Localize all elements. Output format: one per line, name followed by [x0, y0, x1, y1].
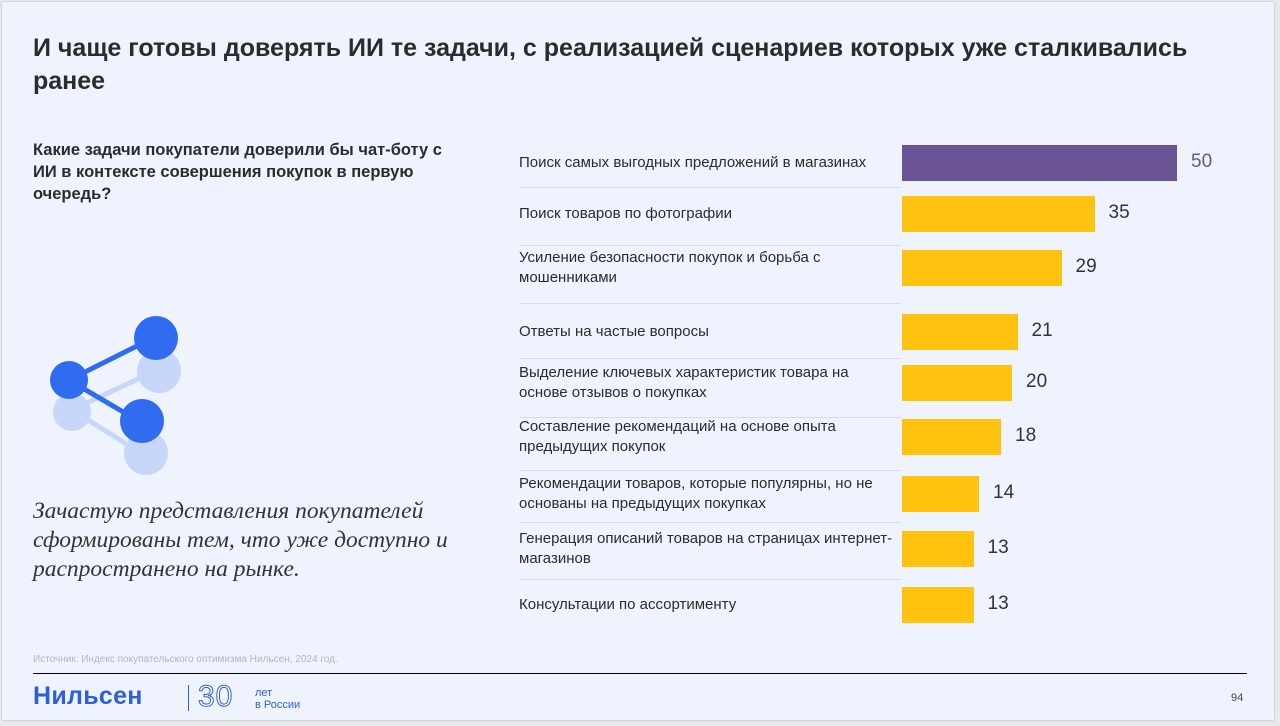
row-separator — [519, 303, 901, 304]
bar — [902, 314, 1018, 350]
page-number: 94 — [1231, 692, 1244, 704]
category-label: Усиление безопасности покупок и борьба с… — [519, 249, 821, 286]
bar-value-label: 50 — [1191, 151, 1213, 172]
bar-value-label: 35 — [1108, 202, 1130, 223]
bar — [902, 145, 1177, 181]
row-separator — [519, 358, 901, 359]
row-separator — [519, 522, 901, 523]
bar-chart: Поиск самых выгодных предложений в магаз… — [519, 132, 1239, 632]
row-separator — [519, 417, 901, 418]
share-network-icon — [50, 316, 181, 475]
anniversary-text: лет в России — [255, 687, 300, 711]
bar-value-label: 14 — [993, 482, 1015, 503]
category-label: Генерация описаний товаров на страницах … — [519, 530, 893, 567]
category-label: Консультации по ассортименту — [519, 596, 737, 613]
bar — [902, 587, 974, 623]
category-label: Поиск товаров по фотографии — [519, 205, 733, 222]
row-separator — [519, 579, 901, 580]
question-text: Какие задачи покупатели доверили бы чат-… — [33, 141, 442, 203]
bar-value-label: 20 — [1026, 371, 1048, 392]
bar — [902, 531, 974, 567]
anniversary-line1: лет — [255, 687, 273, 699]
bar — [902, 476, 979, 512]
bar-value-label: 13 — [987, 593, 1009, 614]
category-label: Поиск самых выгодных предложений в магаз… — [519, 154, 867, 171]
row-separator — [519, 187, 901, 188]
anniversary-number: 30 — [197, 680, 234, 714]
bar-value-label: 18 — [1015, 425, 1037, 446]
category-label: Составление рекомендаций на основе опыта… — [519, 418, 836, 455]
category-label: Выделение ключевых характеристик товара … — [519, 364, 849, 401]
footer-divider — [33, 673, 1247, 674]
bar — [902, 196, 1095, 232]
bar-value-label: 21 — [1031, 320, 1053, 341]
logo-separator — [188, 685, 189, 711]
bar — [902, 419, 1001, 455]
category-label: Ответы на частые вопросы — [519, 323, 709, 340]
bar — [902, 250, 1062, 286]
source-note: Источник: Индекс покупательского оптимиз… — [33, 654, 338, 665]
row-separator — [519, 470, 901, 471]
nielsen-logo: Нильсен — [33, 682, 143, 710]
quote-text: Зачастую представления покупателей сформ… — [33, 498, 448, 582]
page-title: И чаще готовы доверять ИИ те задачи, с р… — [33, 34, 1188, 95]
row-separator — [519, 245, 901, 246]
bar-value-label: 29 — [1075, 256, 1097, 277]
bar — [902, 365, 1012, 401]
anniversary-line2: в России — [255, 699, 301, 711]
category-label: Рекомендации товаров, которые популярны,… — [519, 475, 873, 512]
bar-value-label: 13 — [987, 537, 1009, 558]
